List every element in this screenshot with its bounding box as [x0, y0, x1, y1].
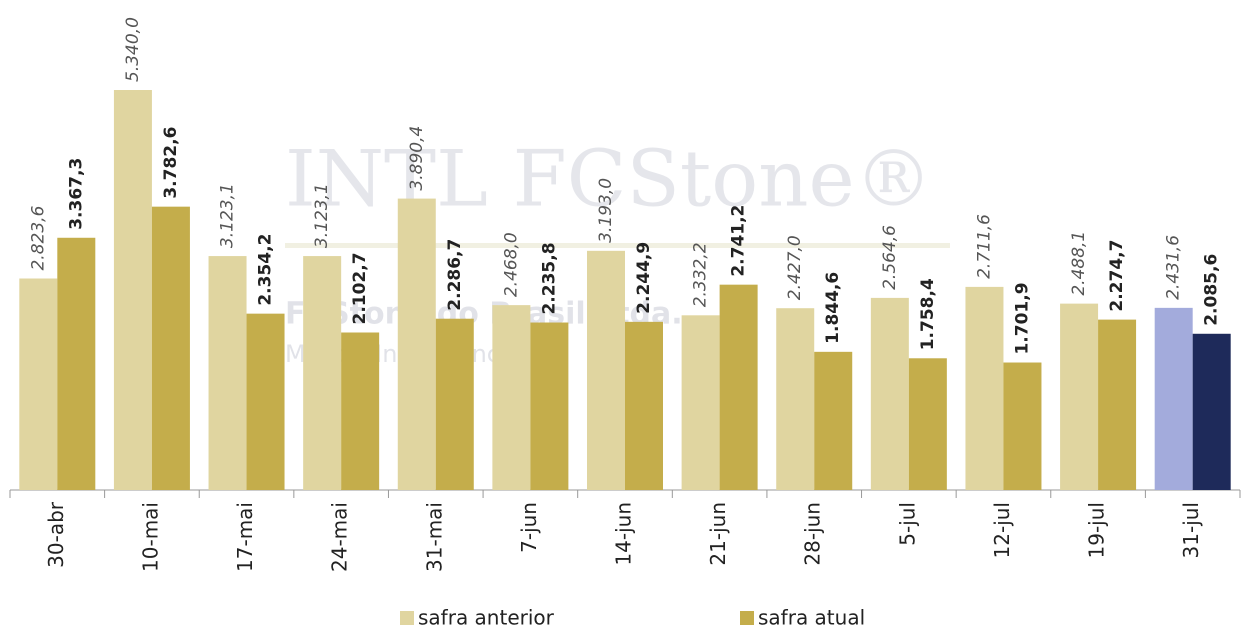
data-label: 3.123,1 — [218, 183, 238, 248]
x-tick-label: 10-mai — [138, 502, 162, 572]
data-label: 2.741,2 — [729, 205, 749, 277]
data-label: 2.235,8 — [539, 242, 559, 314]
bar — [814, 351, 853, 490]
bar — [151, 206, 190, 490]
data-label: 2.427,0 — [785, 235, 805, 300]
bar — [1003, 362, 1042, 490]
x-tick-label: 21-jun — [706, 502, 730, 566]
data-label: 1.844,6 — [823, 272, 843, 344]
bar — [57, 237, 96, 490]
x-tick-label: 5-jul — [895, 502, 919, 546]
data-label: 2.431,6 — [1164, 235, 1184, 300]
data-label: 2.823,6 — [28, 205, 48, 270]
bar — [870, 297, 909, 490]
x-tick-label: 31-jul — [1179, 502, 1203, 558]
data-label: 2.244,9 — [634, 242, 654, 314]
data-label: 3.193,0 — [596, 178, 616, 243]
x-tick-label: 19-jul — [1085, 502, 1109, 558]
bar — [397, 198, 436, 490]
data-label: 2.488,1 — [1069, 231, 1089, 296]
legend-label: safra anterior — [418, 606, 555, 630]
bar — [341, 332, 380, 490]
bar — [435, 318, 474, 490]
bar — [19, 278, 58, 490]
bar — [1154, 307, 1193, 490]
x-tick-label: 17-mai — [233, 502, 257, 572]
bar — [492, 305, 531, 490]
data-label: 3.123,1 — [312, 183, 332, 248]
data-label: 2.274,7 — [1107, 240, 1127, 312]
bar — [113, 90, 152, 490]
data-label: 2.711,6 — [974, 214, 994, 279]
data-label: 3.367,3 — [66, 158, 86, 230]
data-label: 1.701,9 — [1012, 282, 1032, 354]
bar — [776, 308, 815, 490]
data-label: 1.758,4 — [918, 278, 938, 350]
legend-swatch — [400, 611, 414, 625]
bar — [303, 256, 342, 490]
bar — [719, 284, 758, 490]
data-label: 2.102,7 — [350, 252, 370, 324]
watermark: INTL FCStone® — [285, 135, 933, 225]
x-tick-label: 30-abr — [44, 501, 68, 568]
data-label: 2.332,2 — [691, 242, 711, 307]
bar — [908, 358, 947, 490]
x-tick-label: 14-jun — [612, 502, 636, 566]
data-label: 5.340,0 — [123, 17, 143, 82]
x-tick-label: 12-jul — [990, 502, 1014, 558]
bar — [681, 315, 720, 490]
data-label: 2.564,6 — [880, 225, 900, 290]
data-label: 2.286,7 — [445, 239, 465, 311]
x-tick-label: 7-jun — [517, 502, 541, 553]
data-label: 2.085,6 — [1202, 254, 1222, 326]
x-tick-label: 24-mai — [328, 502, 352, 572]
bar — [587, 250, 625, 490]
data-label: 2.468,0 — [501, 232, 521, 297]
bar — [530, 322, 569, 490]
watermark-bar — [285, 243, 950, 248]
bar — [246, 313, 285, 490]
x-tick-label: 31-mai — [422, 502, 446, 572]
x-tick-label: 28-jun — [801, 502, 825, 566]
legend-label: safra atual — [758, 606, 865, 630]
data-label: 2.354,2 — [256, 234, 276, 306]
bar — [965, 286, 1004, 490]
bar — [1060, 303, 1099, 490]
bar — [208, 256, 247, 490]
data-label: 3.782,6 — [161, 127, 181, 199]
legend-swatch — [740, 611, 754, 625]
bar — [1192, 333, 1231, 490]
bar — [625, 321, 663, 490]
bar — [1098, 319, 1137, 490]
data-label: 3.890,4 — [407, 126, 427, 191]
